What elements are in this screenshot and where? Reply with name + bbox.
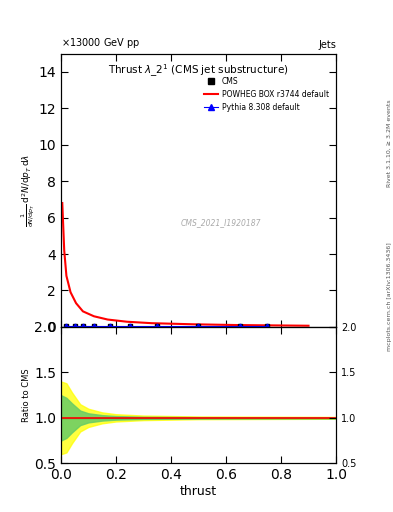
X-axis label: thrust: thrust (180, 485, 217, 498)
Legend: CMS, POWHEG BOX r3744 default, Pythia 8.308 default: CMS, POWHEG BOX r3744 default, Pythia 8.… (201, 74, 332, 115)
Text: mcplots.cern.ch [arXiv:1306.3436]: mcplots.cern.ch [arXiv:1306.3436] (387, 243, 392, 351)
Text: Thrust $\lambda\_2^1$ (CMS jet substructure): Thrust $\lambda\_2^1$ (CMS jet substruct… (108, 62, 289, 78)
Y-axis label: $\frac{1}{\mathrm{d}N/\mathrm{d}p_T}\,\mathrm{d}^2N/\mathrm{d}p_T\,\mathrm{d}\la: $\frac{1}{\mathrm{d}N/\mathrm{d}p_T}\,\m… (20, 154, 37, 227)
Text: CMS_2021_I1920187: CMS_2021_I1920187 (180, 219, 261, 227)
Text: $\times$13000 GeV pp: $\times$13000 GeV pp (61, 36, 140, 50)
Y-axis label: Ratio to CMS: Ratio to CMS (22, 368, 31, 422)
Text: Rivet 3.1.10, ≥ 3.2M events: Rivet 3.1.10, ≥ 3.2M events (387, 99, 392, 187)
Text: Jets: Jets (318, 39, 336, 50)
